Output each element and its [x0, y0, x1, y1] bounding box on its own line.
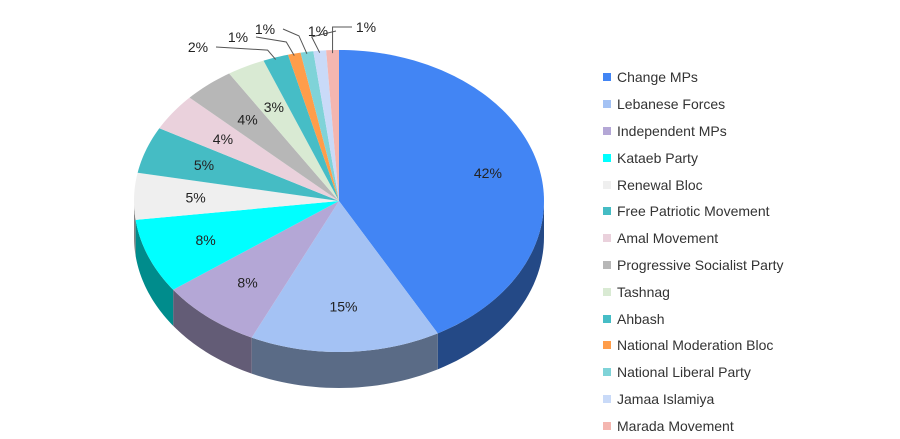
legend-label: National Moderation Bloc [617, 337, 774, 354]
data-label: 2% [188, 39, 208, 55]
slice-national-moderation-bloc[interactable] [288, 52, 339, 202]
legend-label: Marada Movement [617, 417, 734, 434]
data-label: 4% [237, 112, 257, 128]
legend-label: Lebanese Forces [617, 96, 726, 113]
data-label: 5% [185, 190, 205, 206]
legend-item: National Moderation Bloc [603, 332, 784, 359]
legend-item: Free Patriotic Movement [603, 198, 784, 225]
legend-item: Amal Movement [603, 225, 784, 252]
data-label: 4% [213, 131, 233, 147]
legend-swatch [603, 368, 611, 377]
data-label: 1% [308, 23, 328, 39]
slice-side [251, 333, 438, 388]
legend-label: National Liberal Party [617, 364, 751, 381]
legend-label: Progressive Socialist Party [617, 256, 784, 273]
slice-kataeb-party[interactable] [135, 201, 339, 290]
data-label: 5% [194, 157, 214, 173]
slice-progressive-socialist-party[interactable] [189, 73, 339, 201]
legend-swatch [603, 126, 611, 135]
legend-swatch [603, 180, 611, 189]
legend-item: National Liberal Party [603, 359, 784, 386]
leader-line [282, 28, 308, 55]
legend-label: Ahbash [617, 310, 665, 327]
slice-lebanese-forces[interactable] [251, 201, 438, 352]
slice-free-patriotic-movement[interactable] [137, 128, 339, 201]
legend-swatch [603, 421, 611, 430]
leader-line [310, 30, 337, 53]
pie-sides [134, 201, 544, 388]
leader-line [255, 36, 295, 56]
legend-swatch [603, 394, 611, 403]
legend-item: Independent MPs [603, 118, 784, 145]
data-label: 8% [195, 232, 215, 248]
legend-item: Jamaa Islamiya [603, 386, 784, 413]
legend-swatch [603, 153, 611, 162]
data-label: 1% [356, 19, 376, 35]
data-label: 15% [329, 299, 357, 315]
legend-label: Tashnag [617, 283, 670, 300]
legend-label: Jamaa Islamiya [617, 390, 715, 407]
data-label: 8% [237, 274, 257, 290]
slice-tashnag[interactable] [229, 60, 339, 201]
legend-label: Free Patriotic Movement [617, 203, 770, 220]
legend-item: Ahbash [603, 305, 784, 332]
leader-line [215, 46, 277, 60]
slice-side [437, 201, 544, 370]
slice-side [135, 219, 174, 326]
legend-item: Marada Movement [603, 412, 784, 439]
slice-side [173, 289, 252, 374]
legend-label: Renewal Bloc [617, 176, 703, 193]
slice-renewal-bloc[interactable] [134, 172, 339, 220]
legend-swatch [603, 287, 611, 296]
legend-item: Progressive Socialist Party [603, 252, 784, 279]
legend-label: Independent MPs [617, 122, 727, 139]
slice-change-mps[interactable] [339, 50, 544, 334]
data-label: 1% [255, 21, 275, 37]
slice-marada-movement[interactable] [326, 50, 339, 201]
slice-ahbash[interactable] [263, 54, 339, 201]
data-label: 1% [228, 29, 248, 45]
legend-swatch [603, 314, 611, 323]
legend-swatch [603, 207, 611, 216]
legend-label: Amal Movement [617, 230, 719, 247]
legend-item: Kataeb Party [603, 144, 784, 171]
slice-side [134, 201, 136, 256]
legend-item: Lebanese Forces [603, 91, 784, 118]
leader-line [332, 26, 352, 54]
legend: Change MPs Lebanese Forces Independent MPs… [603, 64, 784, 439]
legend-item: Tashnag [603, 278, 784, 305]
legend-item: Renewal Bloc [603, 171, 784, 198]
slice-independent-mps[interactable] [173, 201, 339, 338]
slice-national-liberal-party[interactable] [300, 51, 339, 202]
legend-swatch [603, 234, 611, 243]
data-label: 3% [264, 99, 284, 115]
slice-jamaa-islamiya[interactable] [313, 50, 339, 202]
legend-label: Change MPs [617, 69, 698, 86]
legend-label: Kataeb Party [617, 149, 698, 166]
legend-swatch [603, 260, 611, 269]
data-label: 42% [474, 165, 502, 181]
legend-swatch [603, 341, 611, 350]
legend-swatch [603, 100, 611, 109]
legend-item: Change MPs [603, 64, 784, 91]
slice-amal-movement[interactable] [159, 97, 339, 201]
legend-swatch [603, 73, 611, 82]
